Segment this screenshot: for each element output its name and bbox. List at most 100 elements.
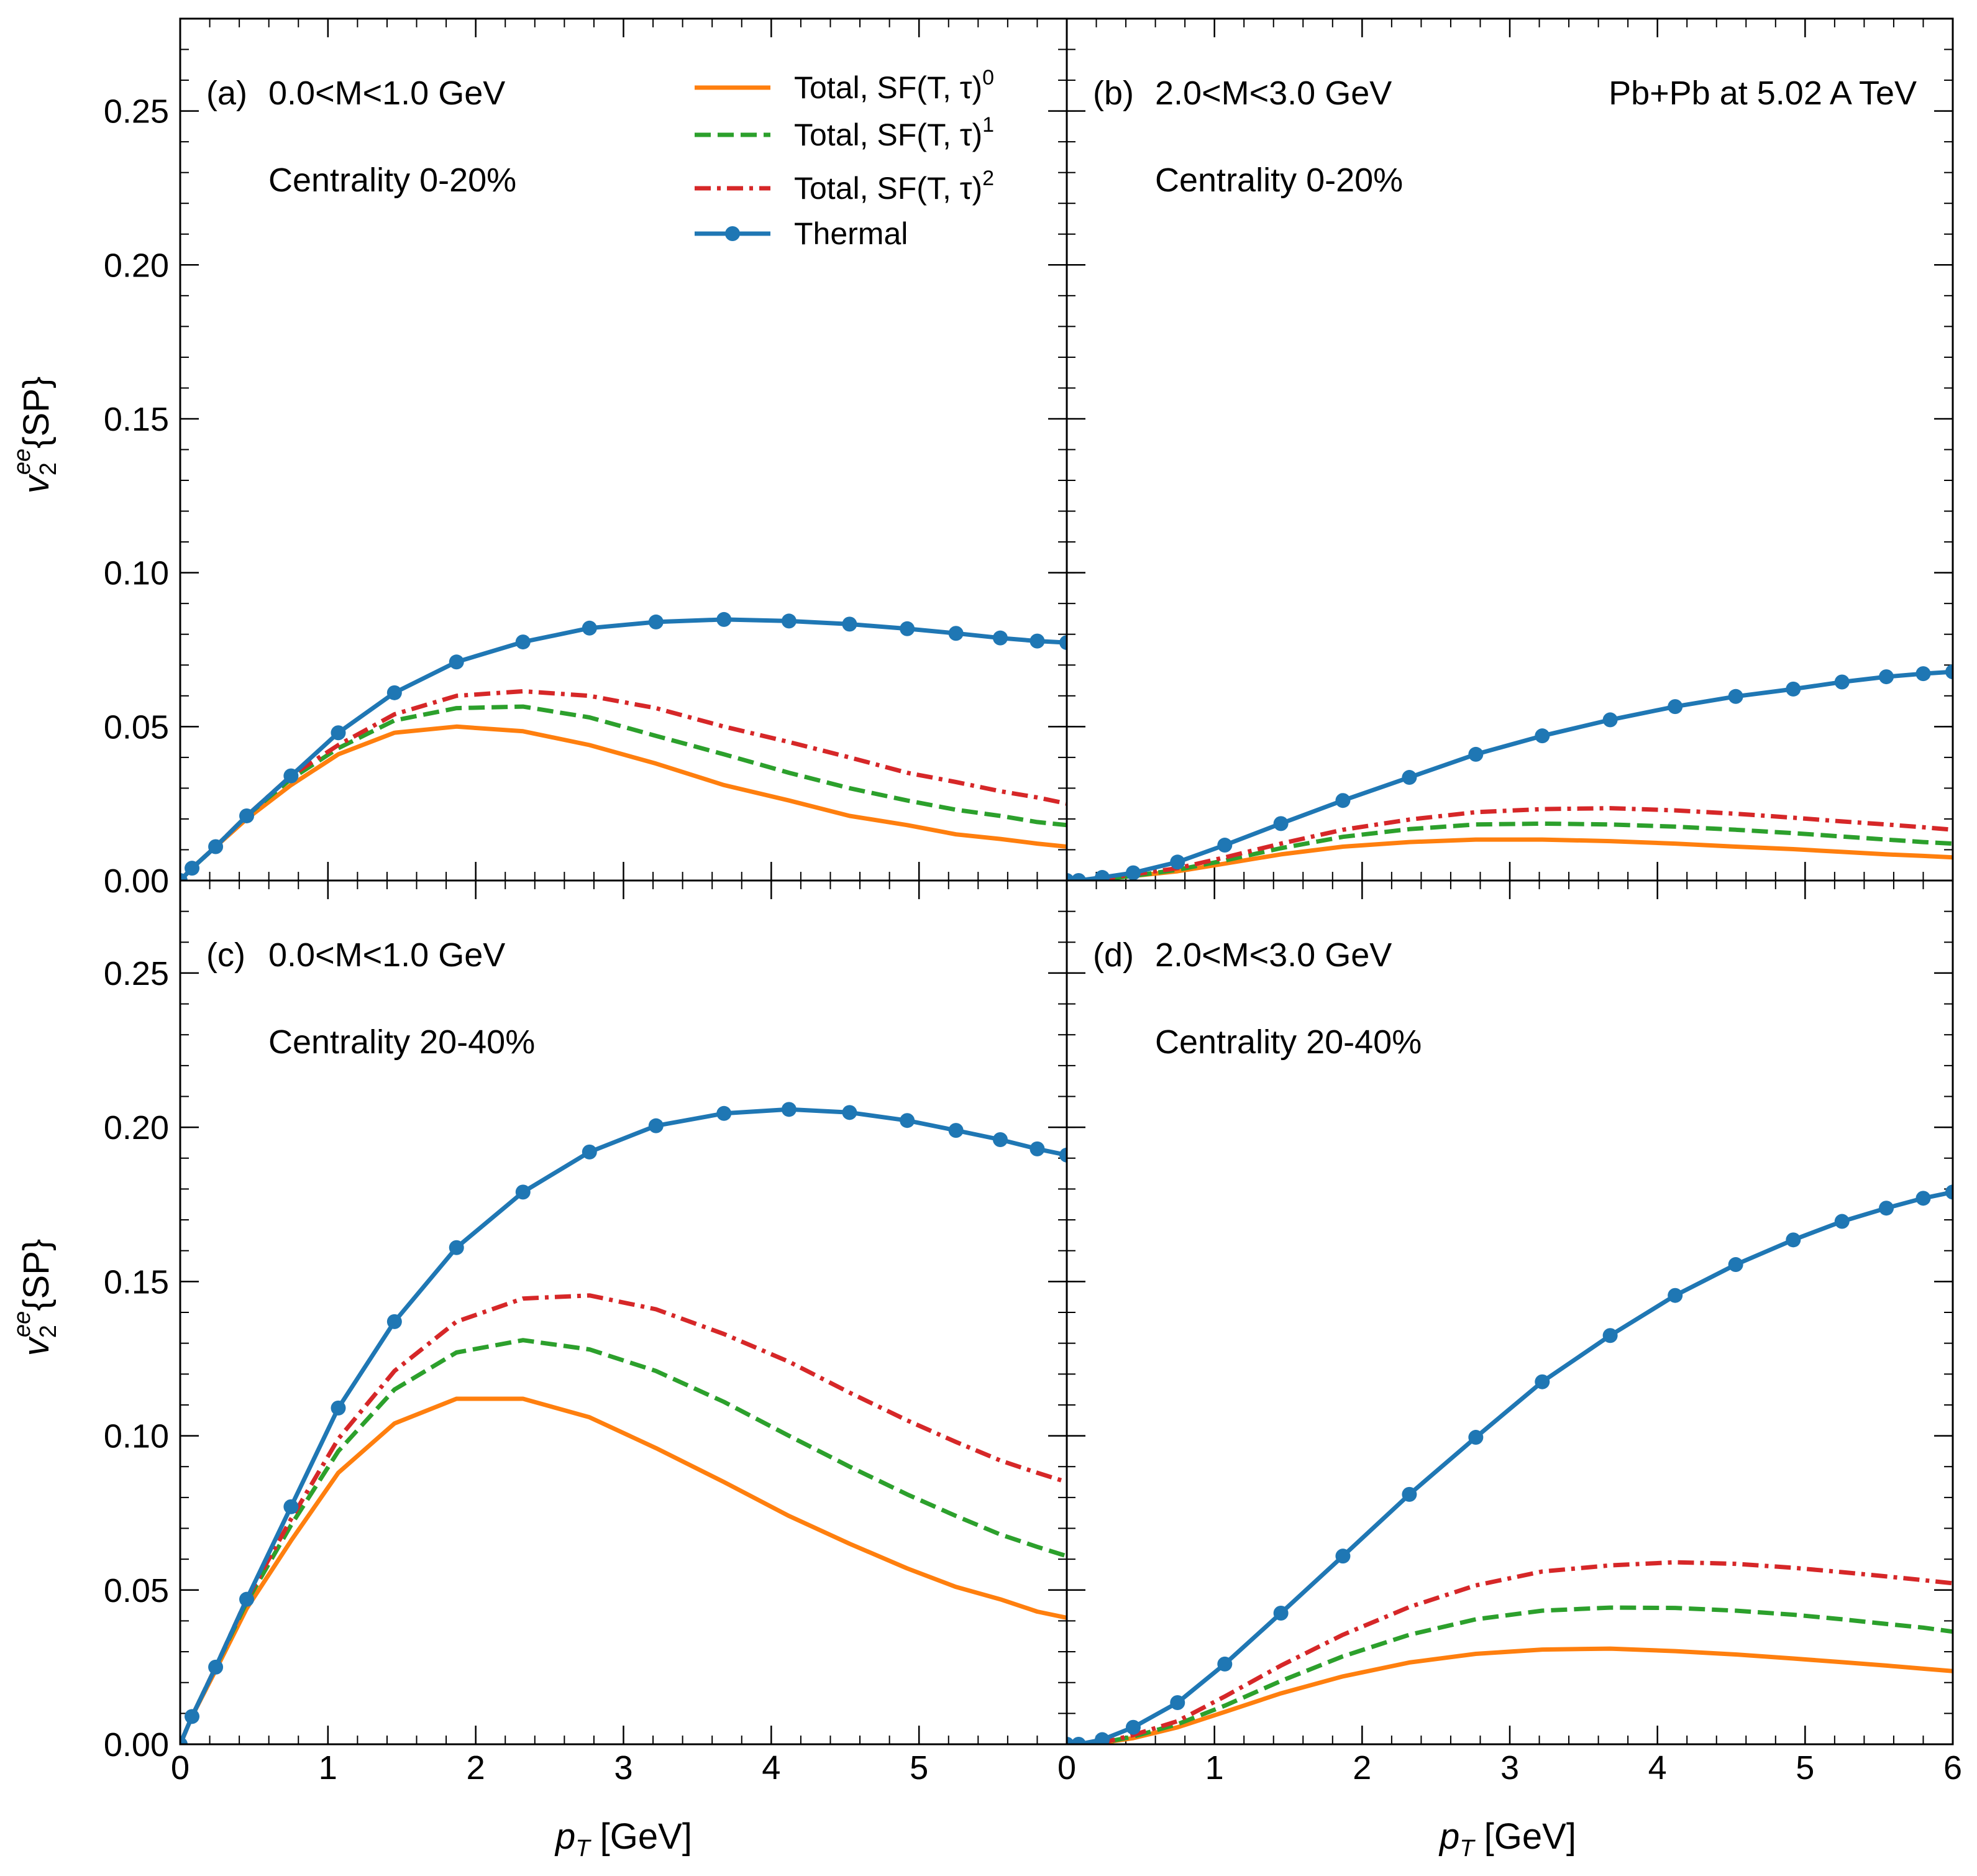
thermal-point: [781, 613, 797, 629]
thermal-point: [1602, 712, 1618, 728]
thermal-point: [449, 654, 464, 670]
thermal-point: [1030, 1141, 1045, 1156]
mass-range-label: 0.0<M<1.0 GeV: [268, 75, 505, 112]
y-axis-title-top: v2ee{SP}: [9, 377, 62, 494]
thermal-point: [1879, 1201, 1894, 1216]
thermal-point: [716, 611, 732, 627]
thermal-point: [1535, 1374, 1550, 1389]
mass-range-label: 0.0<M<1.0 GeV: [268, 936, 505, 974]
thermal-point: [1834, 1214, 1850, 1229]
series-line-sf2: [1067, 1560, 1953, 1744]
centrality-label: Centrality 20-40%: [1155, 1023, 1422, 1061]
thermal-point: [1786, 1232, 1801, 1248]
y-tick-label: 0.05: [104, 708, 169, 746]
series-group: [1067, 664, 1953, 881]
thermal-point: [1071, 1737, 1087, 1744]
y-tick-label: 0.10: [104, 555, 169, 592]
x-axis-title-left: pT [GeV]: [554, 1816, 692, 1862]
thermal-point: [283, 768, 299, 784]
series-line-thermal: [180, 617, 1067, 881]
x-tick-label: 5: [1796, 1749, 1814, 1787]
x-axis-title-right: pT [GeV]: [1438, 1816, 1576, 1862]
mass-range-label: 2.0<M<3.0 GeV: [1155, 75, 1392, 112]
x-tick-label: 5: [910, 1749, 928, 1787]
x-tick-label: 1: [319, 1749, 337, 1787]
thermal-point: [648, 614, 664, 629]
thermal-point: [1915, 1191, 1931, 1206]
y-tick-label: 0.00: [104, 863, 169, 900]
thermal-point: [1468, 746, 1484, 762]
y-tick-label: 0.05: [104, 1572, 169, 1609]
thermal-point: [992, 630, 1008, 646]
x-tick-label: 0: [1057, 1749, 1076, 1787]
series-group: [180, 1102, 1067, 1744]
series-line-sf0: [180, 1396, 1067, 1744]
thermal-point: [582, 620, 597, 636]
collision-system-label: Pb+Pb at 5.02 A TeV: [1609, 75, 1917, 112]
x-tick-label: 3: [614, 1749, 632, 1787]
centrality-label: Centrality 20-40%: [268, 1023, 535, 1061]
y-tick-label: 0.15: [104, 401, 169, 438]
thermal-point: [1945, 664, 1953, 680]
x-tick-label: 6: [1943, 1749, 1962, 1787]
y-tick-label: 0.20: [104, 247, 169, 284]
mass-range-label: 2.0<M<3.0 GeV: [1155, 936, 1392, 974]
thermal-point: [716, 1105, 732, 1121]
legend-label-thermal: Thermal: [794, 216, 908, 251]
thermal-point: [1945, 1184, 1953, 1200]
x-tick-label: 5: [910, 1749, 928, 1787]
panel-d: 0 1 2 3 4 5 6 (d) 2.0<M<3.0 GeV Centrality 20-40%: [1057, 879, 1962, 1787]
thermal-point: [582, 1144, 597, 1160]
centrality-label: Centrality 0-20%: [268, 162, 516, 199]
thermal-point: [1095, 870, 1110, 881]
legend-label-sf1: Total, SF(T, τ)1: [794, 113, 994, 152]
thermal-point: [1402, 1486, 1417, 1502]
x-tick-label: 2: [1353, 1749, 1371, 1787]
series-line-sf0: [1067, 1646, 1953, 1744]
x-tick-label: 0: [171, 1749, 189, 1787]
y-axis-title-bottom: v2ee{SP}: [9, 1239, 62, 1357]
thermal-point: [1728, 689, 1743, 704]
y-tick-label: 0.20: [104, 1109, 169, 1146]
x-tick-label: 0: [171, 1749, 189, 1787]
x-tick-label: 3: [1500, 1749, 1519, 1787]
thermal-point: [1668, 1288, 1683, 1303]
thermal-point: [180, 1737, 188, 1744]
y-tick-label: 0.25: [104, 955, 169, 992]
x-tick-label: 1: [1205, 1749, 1224, 1787]
thermal-point: [1273, 816, 1289, 831]
thermal-point: [1402, 770, 1417, 785]
thermal-point: [1170, 854, 1185, 870]
x-tick-label: 4: [762, 1749, 780, 1787]
thermal-point: [208, 839, 224, 854]
panel-frame: [179, 879, 1068, 1746]
thermal-point: [185, 861, 200, 876]
panel-label: (d): [1093, 936, 1134, 974]
series-line-sf1: [1067, 1605, 1953, 1744]
panel-frame: [1066, 17, 1954, 882]
thermal-point: [1834, 674, 1850, 690]
x-tick-label: 1: [319, 1749, 337, 1787]
x-tick-label: 4: [1648, 1749, 1667, 1787]
thermal-point: [992, 1132, 1008, 1147]
y-tick-label: 0.10: [104, 1418, 169, 1455]
panel-a: 0 1 2 3 4 5 0.00 0.05 0.10 0.15 0.20 0.25 (a) 0.0<M<1…: [104, 17, 1068, 1787]
thermal-point: [1335, 1549, 1351, 1564]
legend-label-sf2: Total, SF(T, τ)2: [794, 167, 994, 206]
thermal-point: [1071, 873, 1087, 881]
y-tick-label: 0.00: [104, 1726, 169, 1764]
thermal-point: [900, 1113, 915, 1128]
thermal-point: [948, 1123, 964, 1138]
series-group: [1067, 1184, 1953, 1744]
thermal-point: [515, 634, 531, 650]
thermal-point: [1602, 1328, 1618, 1343]
series-line-sf0: [180, 724, 1067, 881]
series-line-sf2: [180, 1293, 1067, 1744]
thermal-point: [900, 621, 915, 636]
thermal-point: [331, 725, 346, 741]
thermal-point: [185, 1709, 200, 1724]
thermal-point: [1273, 1606, 1289, 1621]
thermal-point: [1095, 1732, 1110, 1744]
thermal-point: [842, 1105, 857, 1120]
